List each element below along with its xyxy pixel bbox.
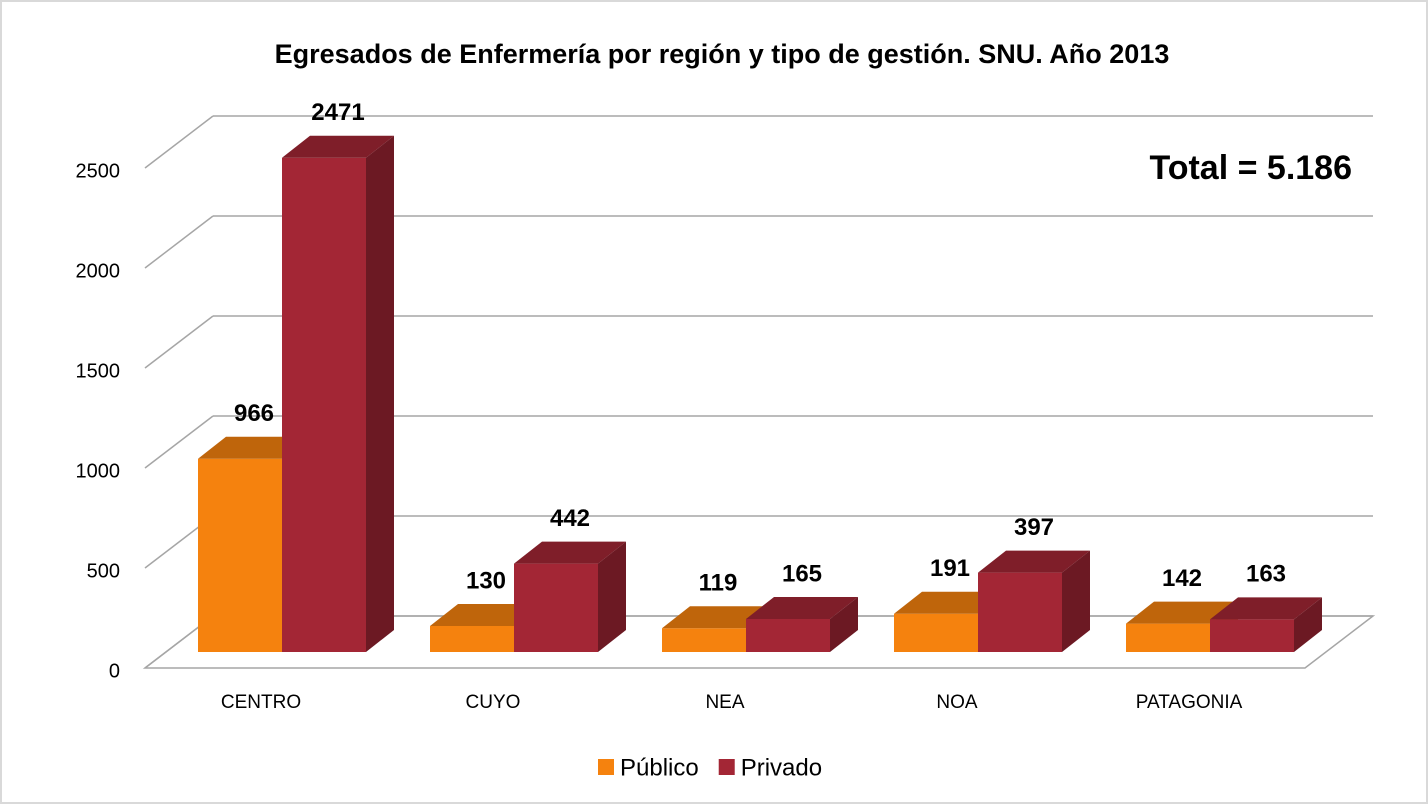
bar-front	[282, 157, 366, 653]
bar-front	[1126, 623, 1210, 652]
bar-side	[598, 541, 626, 652]
bar-front	[662, 628, 746, 652]
bar-side	[830, 597, 858, 652]
y-tick-label: 2500	[76, 160, 121, 182]
data-label: 163	[1246, 561, 1286, 588]
legend-swatch	[598, 759, 614, 775]
data-label: 165	[782, 560, 822, 587]
bar	[1210, 597, 1322, 652]
grid-line-side	[144, 115, 214, 169]
data-label: 397	[1014, 514, 1054, 541]
y-tick-label: 0	[109, 660, 120, 682]
bar-side	[366, 135, 394, 653]
data-label: 2471	[311, 99, 364, 126]
data-label: 130	[466, 567, 506, 594]
grid-line-side	[144, 215, 214, 269]
bar-front	[746, 619, 830, 652]
bar-front	[514, 563, 598, 652]
bar-top	[1126, 601, 1238, 624]
x-tick-label: CENTRO	[221, 692, 301, 713]
x-tick-label: PATAGONIA	[1136, 692, 1243, 713]
x-tick-label: NOA	[936, 692, 978, 713]
bar-front	[1210, 619, 1294, 652]
y-tick-label: 2000	[76, 260, 121, 282]
legend-label: Privado	[741, 754, 822, 781]
bar-top	[282, 135, 394, 158]
legend-swatch	[718, 759, 735, 775]
y-tick-label: 500	[87, 560, 120, 582]
grid-line-side	[144, 315, 214, 369]
bar	[514, 541, 626, 652]
y-tick-label: 1000	[76, 460, 121, 482]
bar	[746, 597, 858, 652]
y-tick-label: 1500	[76, 360, 121, 382]
data-label: 442	[550, 505, 590, 532]
legend-label: Público	[620, 754, 699, 781]
bar-side	[1294, 597, 1322, 652]
bar	[978, 550, 1090, 652]
grid-line-side	[144, 415, 214, 469]
bar-top	[978, 550, 1090, 573]
bar	[282, 135, 394, 653]
bar-front	[894, 613, 978, 652]
bar-front	[978, 572, 1062, 652]
x-tick-label: CUYO	[466, 692, 521, 713]
x-tick-label: NEA	[705, 692, 744, 713]
chart-title: Egresados de Enfermería por región y tip…	[275, 39, 1170, 69]
bar-front	[198, 458, 282, 652]
data-label: 119	[699, 570, 738, 597]
bar-top	[1210, 597, 1322, 620]
data-label: 191	[930, 555, 970, 582]
bar-top	[514, 541, 626, 564]
data-label: 142	[1162, 565, 1202, 592]
bar-front	[430, 626, 514, 652]
bar-top	[746, 597, 858, 619]
annotation: Total = 5.186	[1149, 149, 1352, 187]
bar-side	[1062, 550, 1090, 652]
data-label: 966	[234, 400, 274, 427]
